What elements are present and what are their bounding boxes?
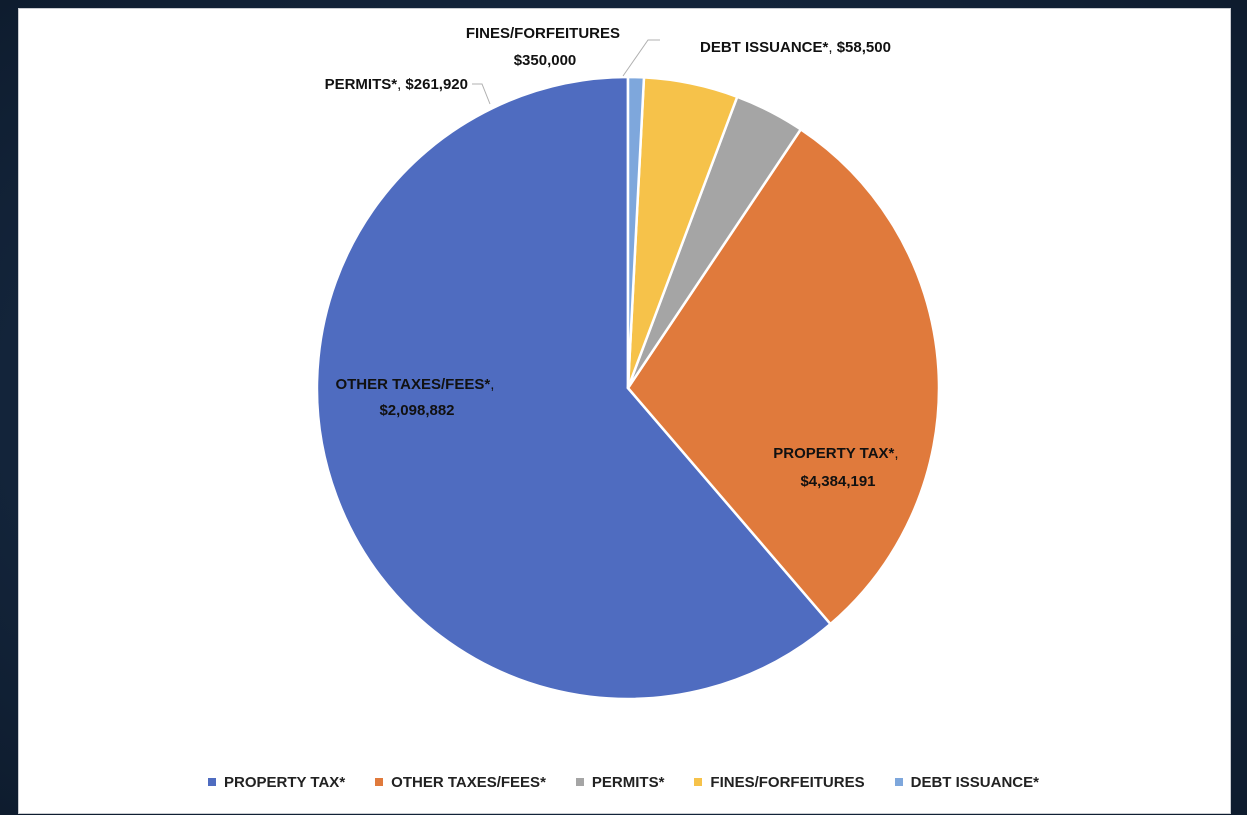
pie-slice-debt-issuance bbox=[626, 75, 646, 390]
leader-line-debt-issuance bbox=[622, 39, 660, 77]
legend-swatch bbox=[894, 778, 903, 786]
legend-label: PERMITS* bbox=[591, 773, 665, 791]
legend-label: OTHER TAXES/FEES* bbox=[391, 773, 546, 791]
pie-slices bbox=[315, 75, 941, 701]
legend-label: FINES/FORFEITURES bbox=[710, 773, 865, 791]
legend-item-other-taxes: OTHER TAXES/FEES* bbox=[375, 774, 546, 791]
data-label-debt-issuance: DEBT ISSUANCE*, $58,500 bbox=[700, 39, 891, 56]
legend-label: DEBT ISSUANCE* bbox=[910, 773, 1039, 791]
legend-swatch bbox=[575, 778, 584, 786]
legend-swatch bbox=[694, 778, 703, 786]
legend-item-permits: PERMITS* bbox=[575, 773, 665, 791]
legend-swatch bbox=[375, 778, 384, 786]
data-label-other-taxes: OTHER TAXES/FEES*, $2,098,882 bbox=[335, 376, 498, 419]
data-label-property-tax: PROPERTY TAX*, $4,384,191 bbox=[773, 445, 902, 490]
leader-lines bbox=[472, 39, 660, 105]
legend-label: PROPERTY TAX* bbox=[224, 773, 346, 791]
legend-item-debt-issuance: DEBT ISSUANCE* bbox=[894, 773, 1039, 791]
data-label-fines-forfeitures: FINES/FORFEITURES $350,000 bbox=[466, 25, 624, 69]
legend-item-fines-forfeitures: FINES/FORFEITURES bbox=[694, 773, 865, 791]
pie-slice-other-taxes bbox=[626, 128, 941, 626]
leader-line-permits bbox=[472, 83, 491, 105]
pie-slice-property-tax bbox=[315, 75, 832, 701]
legend-item-property-tax: PROPERTY TAX* bbox=[208, 774, 345, 791]
chart-legend: PROPERTY TAX* OTHER TAXES/FEES* PERMITS*… bbox=[0, 766, 1247, 798]
data-label-permits: PERMITS*, $261,920 bbox=[325, 76, 468, 93]
legend-swatch bbox=[208, 778, 217, 786]
